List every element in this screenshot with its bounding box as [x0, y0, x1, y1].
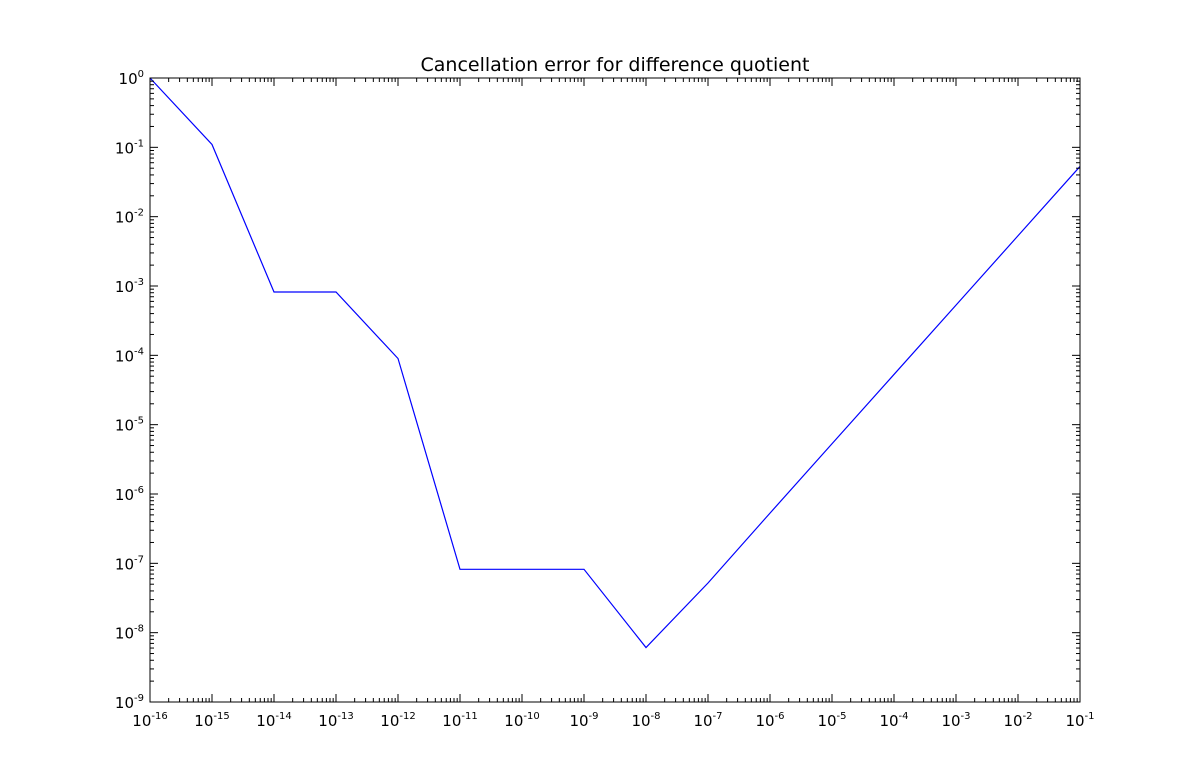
y-tick-label: 10-4 [115, 346, 144, 365]
x-tick-label: 10-11 [442, 711, 477, 730]
x-tick-label: 10-14 [256, 711, 291, 730]
plot-layer: 10-16 10-15 10-14 10-13 10-12 10-11 10-10 10-9 1… [115, 69, 1095, 730]
x-tick-label: 10-3 [941, 711, 970, 730]
y-tick-label: 10-3 [115, 277, 144, 296]
x-tick-label: 10-15 [194, 711, 229, 730]
x-tick-label: 10-12 [380, 711, 415, 730]
x-tick-label: 10-16 [132, 711, 167, 730]
y-tick-label: 10-9 [115, 693, 144, 712]
x-tick-label: 10-7 [693, 711, 722, 730]
y-tick-label: 10-8 [115, 624, 144, 643]
x-tick-label: 10-4 [879, 711, 908, 730]
x-tick-label: 10-8 [631, 711, 660, 730]
x-tick-label: 10-1 [1065, 711, 1094, 730]
x-tick-label: 10-9 [569, 711, 598, 730]
y-tick-label: 10-2 [115, 208, 144, 227]
x-tick-label: 10-13 [318, 711, 353, 730]
y-tick-label: 10-1 [115, 138, 144, 157]
axes-frame [149, 77, 1081, 703]
chart-title: Cancellation error for difference quotie… [421, 54, 810, 76]
x-tick-label: 10-6 [755, 711, 784, 730]
series-line-0 [149, 77, 1081, 649]
y-tick-label: 10-5 [115, 416, 144, 435]
y-tick-label: 10-6 [115, 485, 144, 504]
y-tick-label: 100 [119, 69, 144, 88]
x-tick-label: 10-2 [1003, 711, 1032, 730]
x-tick-label: 10-10 [504, 711, 539, 730]
x-tick-label: 10-5 [817, 711, 846, 730]
y-tick-label: 10-7 [115, 554, 144, 573]
